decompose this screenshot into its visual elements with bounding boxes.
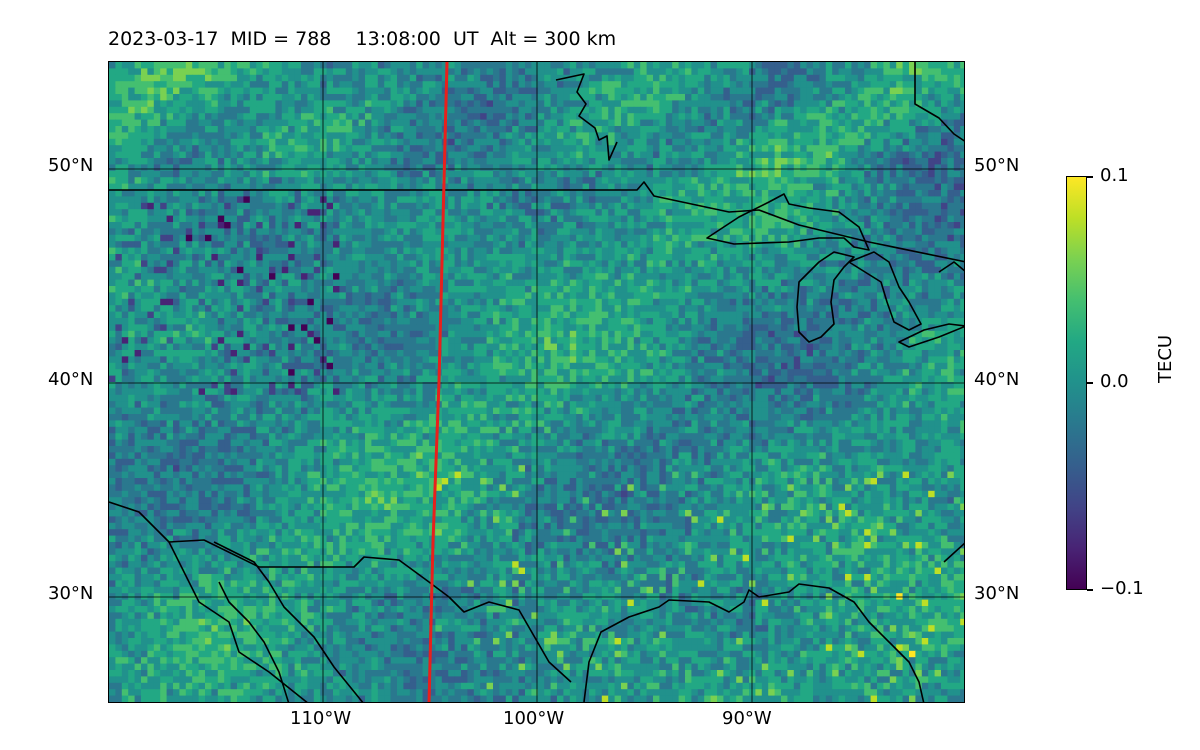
colorbar-tick-top <box>1087 176 1093 178</box>
pacific-coast <box>109 501 308 702</box>
baja-peninsula <box>213 541 364 702</box>
colorbar-tick-mid <box>1087 382 1093 384</box>
coastlines-borders <box>109 62 964 702</box>
colorbar <box>1066 176 1087 590</box>
colorbar-label-max: 0.1 <box>1100 165 1129 186</box>
lat-label-30n-right: 30°N <box>974 583 1020 604</box>
colorbar-label-min: −0.1 <box>1100 578 1144 599</box>
plot-title: 2023-03-17 MID = 788 13:08:00 UT Alt = 3… <box>108 28 617 50</box>
us-canada-border <box>109 181 964 263</box>
lat-label-30n-left: 30°N <box>48 583 94 604</box>
lake-superior <box>706 193 870 251</box>
lat-label-50n-right: 50°N <box>974 155 1020 176</box>
lake-huron <box>848 251 922 331</box>
east-lakes <box>938 261 964 273</box>
lake-michigan <box>796 251 855 343</box>
lat-label-40n-left: 40°N <box>48 369 94 390</box>
lake-erie-ontario <box>898 323 964 348</box>
hudson-bay-coast <box>555 73 618 161</box>
north-east-coast <box>914 62 964 142</box>
tec-map-canvas <box>109 62 964 702</box>
mexico-border <box>168 539 572 683</box>
baja-inner <box>218 581 290 702</box>
lon-label-100w: 100°W <box>503 708 565 729</box>
tec-map <box>108 61 965 703</box>
lon-label-90w: 90°W <box>722 708 772 729</box>
lon-label-110w: 110°W <box>290 708 352 729</box>
gulf-coast <box>583 583 925 702</box>
colorbar-label-zero: 0.0 <box>1100 371 1129 392</box>
colorbar-title: TECU <box>1155 334 1176 383</box>
satellite-track <box>427 62 449 702</box>
graticule <box>109 62 964 702</box>
florida-tip <box>943 542 964 563</box>
colorbar-tick-bottom <box>1087 589 1093 591</box>
lat-label-50n-left: 50°N <box>48 155 94 176</box>
lat-label-40n-right: 40°N <box>974 369 1020 390</box>
